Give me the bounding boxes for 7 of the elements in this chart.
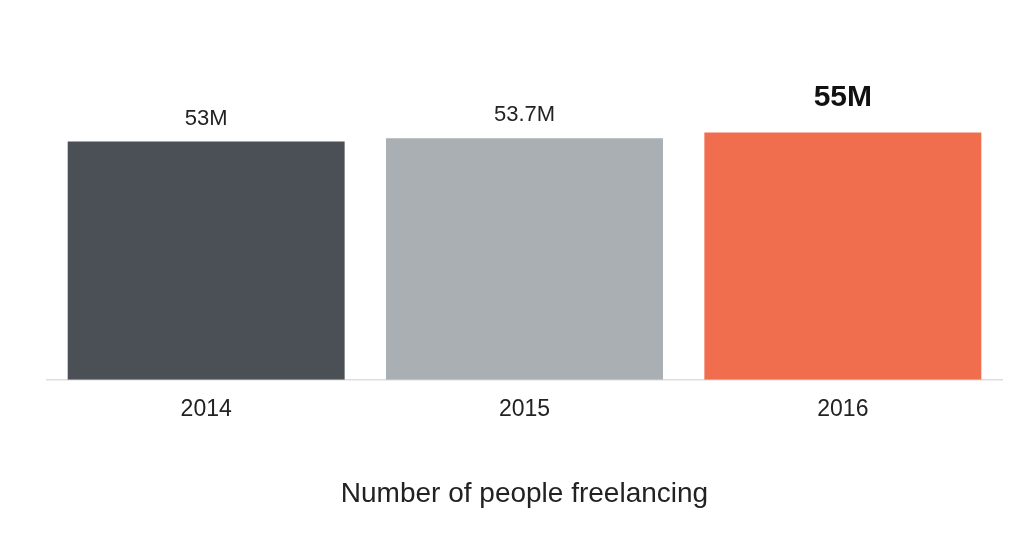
x-tick-label: 2014 <box>180 394 232 421</box>
x-axis-title: Number of people freelancing <box>340 476 709 508</box>
x-tick-label: 2016 <box>817 394 869 421</box>
data-label: 55M <box>813 78 873 112</box>
x-tick-label: 2015 <box>498 394 551 421</box>
data-label: 53M <box>184 104 228 130</box>
data-label: 53.7M <box>493 101 556 127</box>
